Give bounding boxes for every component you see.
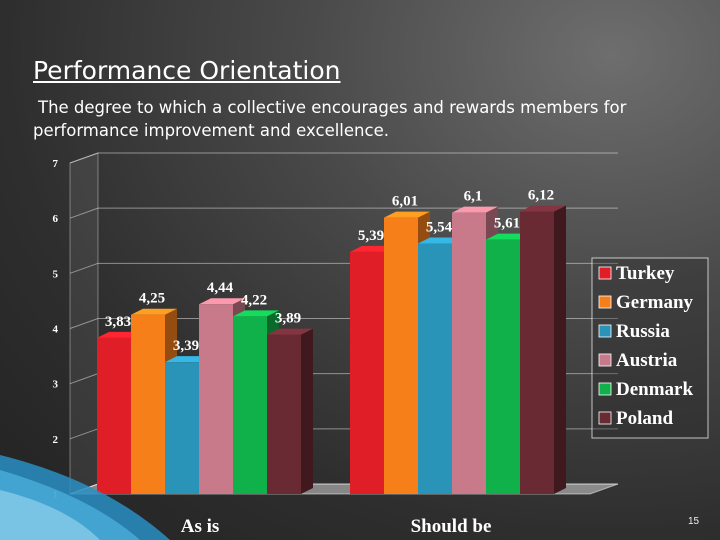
data-label: 5,61 — [494, 216, 520, 232]
legend-label: Austria — [616, 350, 678, 371]
bar — [384, 217, 418, 495]
bar-top — [131, 308, 177, 315]
legend-swatch — [598, 411, 612, 425]
bar — [520, 211, 554, 494]
data-label: 5,39 — [358, 228, 384, 244]
bar — [350, 251, 384, 494]
bar — [233, 316, 267, 494]
y-tick-label: 2 — [53, 434, 59, 446]
data-label: 3,89 — [275, 311, 301, 327]
bar — [165, 362, 199, 494]
y-tick-label: 6 — [53, 213, 59, 225]
legend-swatch — [598, 382, 612, 396]
y-tick-label: 5 — [53, 268, 59, 280]
legend-swatch — [598, 353, 612, 367]
bar — [452, 212, 486, 494]
bar-side — [554, 205, 566, 494]
gridline — [69, 207, 618, 219]
gridline — [69, 152, 618, 164]
bar — [131, 314, 165, 494]
bar — [97, 337, 131, 494]
legend-swatch — [598, 295, 612, 309]
legend: Turkey Germany Russia Austria Denmark Poland — [591, 257, 709, 439]
slide-subtitle: The degree to which a collective encoura… — [33, 98, 627, 140]
bar-top — [267, 328, 313, 335]
legend-label: Germany — [616, 292, 694, 313]
y-tick-label: 7 — [53, 158, 59, 170]
legend-box — [591, 257, 709, 439]
y-tick-label: 4 — [53, 324, 59, 336]
legend-label: Poland — [616, 408, 673, 429]
data-label: 4,25 — [139, 291, 165, 307]
bar-top — [452, 206, 498, 213]
bar — [267, 334, 301, 494]
data-label: 3,83 — [105, 314, 131, 330]
legend-swatch — [598, 266, 612, 280]
slide-number: 15 — [688, 516, 700, 527]
bar-top — [384, 211, 430, 218]
bar — [418, 243, 452, 494]
legend-label: Turkey — [616, 263, 675, 284]
data-label: 6,1 — [464, 189, 483, 205]
category-label: Should be — [411, 516, 492, 537]
data-label: 6,12 — [528, 188, 554, 204]
data-label: 4,22 — [241, 292, 267, 308]
bar-top — [233, 310, 279, 317]
bar — [486, 239, 520, 494]
y-tick-label: 3 — [53, 379, 59, 391]
data-label: 3,39 — [173, 338, 199, 354]
legend-label: Denmark — [616, 379, 693, 400]
bar — [199, 304, 233, 494]
bar-top — [520, 205, 566, 212]
data-label: 4,44 — [207, 280, 234, 296]
data-label: 5,54 — [426, 220, 453, 236]
slide-title: Performance Orientation — [33, 56, 341, 85]
data-label: 6,01 — [392, 194, 418, 210]
bar-top — [199, 298, 245, 305]
bar-side — [301, 328, 313, 494]
category-label: As is — [181, 516, 220, 537]
legend-label: Russia — [616, 321, 670, 342]
legend-swatch — [598, 324, 612, 338]
